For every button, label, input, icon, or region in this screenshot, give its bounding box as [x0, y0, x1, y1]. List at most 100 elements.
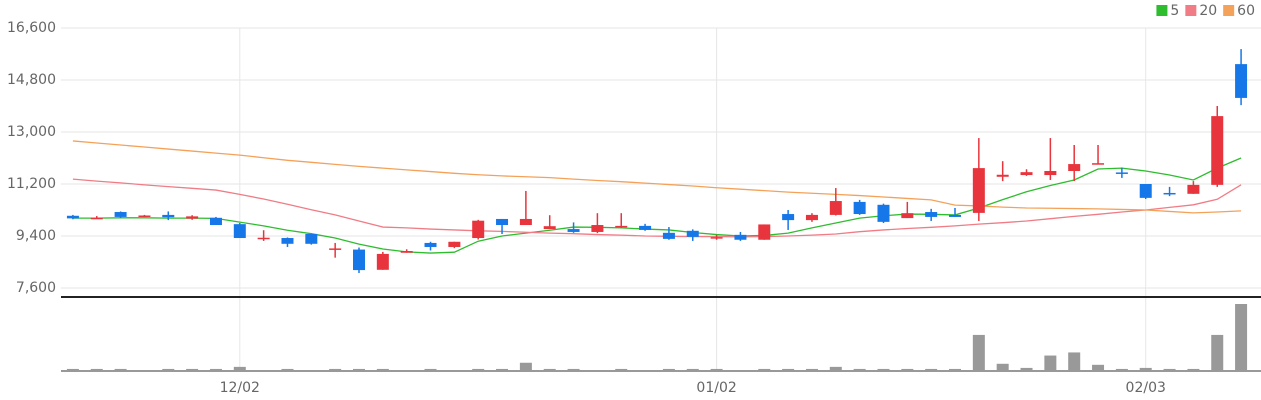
- y-tick-label: 9,400: [16, 228, 56, 244]
- candle-body: [448, 241, 461, 247]
- legend-label: 5: [1170, 3, 1179, 19]
- candle-body: [543, 226, 556, 230]
- legend-swatch: [1156, 5, 1168, 16]
- volume-bar: [1163, 368, 1176, 371]
- candle-body: [901, 213, 914, 219]
- volume-bar: [925, 368, 938, 371]
- candle-body: [1139, 184, 1152, 198]
- y-tick-label: 7,600: [16, 280, 56, 296]
- volume-bar: [209, 368, 222, 371]
- candle-body: [782, 214, 795, 221]
- candle-body: [925, 212, 938, 217]
- volume-bar: [329, 368, 342, 371]
- candle-body: [1163, 192, 1176, 195]
- candle-body: [1020, 172, 1033, 176]
- volume-bar: [805, 368, 818, 371]
- volume-bar: [710, 368, 723, 371]
- candle-body: [281, 238, 294, 244]
- volume-bar: [1092, 364, 1105, 371]
- y-tick-label: 16,600: [7, 20, 56, 36]
- volume-bar: [186, 368, 199, 371]
- volume-bar: [853, 368, 866, 371]
- candle-body: [353, 249, 365, 271]
- candle-body: [686, 230, 699, 237]
- volume-bar: [90, 368, 103, 371]
- volume-bar: [114, 368, 127, 371]
- ma-line: [72, 157, 1242, 254]
- volume-bar: [281, 368, 294, 371]
- candle-body: [305, 233, 318, 244]
- candle-body: [949, 214, 961, 217]
- volume-bar: [1211, 334, 1224, 371]
- candle-body: [90, 217, 103, 220]
- volume-bar: [1068, 352, 1081, 371]
- candle-body: [233, 224, 246, 239]
- x-tick-label: 01/02: [696, 380, 736, 396]
- volume-bar: [424, 368, 437, 371]
- candle-body: [257, 237, 270, 240]
- volume-bar: [496, 368, 509, 371]
- volume-bar: [1044, 355, 1057, 371]
- volume-bar: [1235, 304, 1248, 371]
- volume-bar: [376, 368, 389, 371]
- legend-swatch: [1223, 5, 1235, 16]
- legend-swatch: [1185, 5, 1197, 16]
- candle-body: [758, 224, 771, 240]
- candle-body: [639, 225, 652, 230]
- candle-body: [1187, 184, 1200, 194]
- candle-body: [996, 174, 1009, 177]
- volume-bar: [615, 368, 628, 371]
- candle-body: [424, 242, 437, 247]
- volume-bar: [972, 334, 985, 371]
- candle-body: [519, 218, 532, 226]
- candle-body: [567, 229, 580, 232]
- volume-bar: [662, 368, 675, 371]
- volume-bar: [66, 368, 79, 371]
- candle-body: [1115, 172, 1128, 174]
- legend-label: 20: [1199, 3, 1217, 19]
- candle-body: [853, 201, 866, 215]
- candle-body: [186, 216, 199, 219]
- volume-bar: [686, 368, 699, 371]
- candle-body: [1068, 164, 1081, 171]
- volume-bar: [1020, 367, 1033, 371]
- volume-bar: [472, 368, 485, 371]
- x-tick-label: 12/02: [220, 380, 260, 396]
- candle-body: [400, 251, 413, 253]
- candle-body: [615, 225, 628, 228]
- candle-body: [472, 220, 485, 239]
- volume-bar: [782, 368, 795, 371]
- volume-bar: [1115, 368, 1128, 371]
- ma-line: [72, 178, 1242, 238]
- candle-body: [591, 225, 604, 232]
- volume-bar: [353, 368, 365, 371]
- candle-body: [972, 168, 985, 213]
- volume-bar: [519, 362, 532, 371]
- candle-body: [877, 204, 890, 222]
- candle-body: [376, 253, 389, 270]
- volume-bar: [1187, 368, 1200, 371]
- volume-bar: [567, 368, 580, 371]
- x-tick-label: 02/03: [1126, 380, 1166, 396]
- ma-line: [72, 140, 1242, 214]
- y-tick-label: 13,000: [7, 124, 56, 140]
- candle-body: [1092, 163, 1105, 165]
- candle-body: [114, 212, 127, 217]
- volume-bar: [543, 368, 556, 371]
- volume-bar: [901, 368, 914, 371]
- legend-label: 60: [1237, 3, 1255, 19]
- candle-body: [496, 218, 509, 226]
- candle-body: [1044, 171, 1057, 176]
- candle-body: [138, 215, 151, 217]
- candle-body: [1211, 116, 1224, 185]
- candle-body: [805, 214, 818, 221]
- candle-body: [734, 234, 747, 240]
- candle-body: [662, 232, 675, 239]
- volume-bar: [877, 368, 890, 371]
- y-tick-label: 11,200: [7, 176, 56, 192]
- candle-body: [829, 201, 842, 215]
- candle-body: [1235, 64, 1248, 98]
- candle-body: [329, 248, 342, 250]
